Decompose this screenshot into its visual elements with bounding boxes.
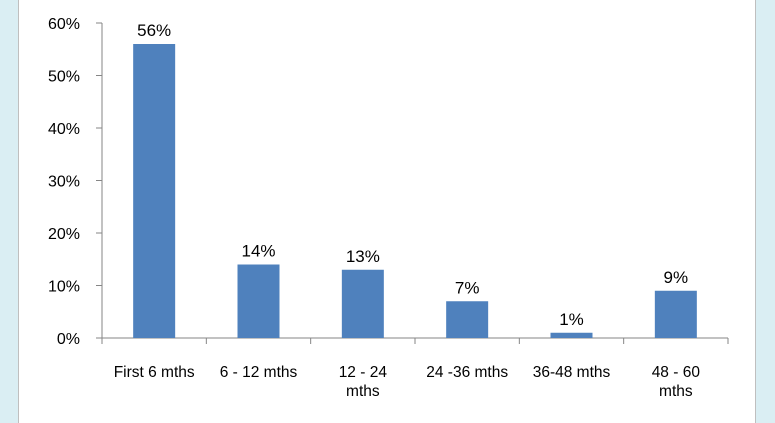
- data-label: 1%: [559, 310, 584, 329]
- data-label: 56%: [137, 21, 171, 40]
- data-label: 9%: [664, 268, 689, 287]
- category-label: mths: [346, 383, 380, 400]
- category-label: 48 - 60: [652, 364, 701, 381]
- category-label: 36-48 mths: [533, 364, 611, 381]
- bar: [341, 269, 384, 338]
- bar: [446, 301, 489, 338]
- data-label: 7%: [455, 278, 480, 297]
- y-tick-label: 60%: [48, 16, 80, 33]
- data-label: 13%: [346, 247, 380, 266]
- y-tick-label: 40%: [48, 121, 80, 138]
- y-tick-label: 30%: [48, 174, 80, 191]
- y-tick-label: 50%: [48, 69, 80, 86]
- y-tick-label: 10%: [48, 279, 80, 296]
- bar: [237, 264, 280, 338]
- bar: [133, 44, 176, 338]
- bar: [654, 290, 697, 338]
- category-label: First 6 mths: [114, 364, 195, 381]
- bar: [550, 332, 593, 338]
- category-label: 24 -36 mths: [426, 364, 508, 381]
- category-label: 12 - 24: [339, 364, 388, 381]
- data-label: 14%: [241, 242, 275, 261]
- category-label: mths: [659, 383, 693, 400]
- y-tick-label: 20%: [48, 226, 80, 243]
- category-label: 6 - 12 mths: [220, 364, 298, 381]
- y-tick-label: 0%: [57, 331, 80, 348]
